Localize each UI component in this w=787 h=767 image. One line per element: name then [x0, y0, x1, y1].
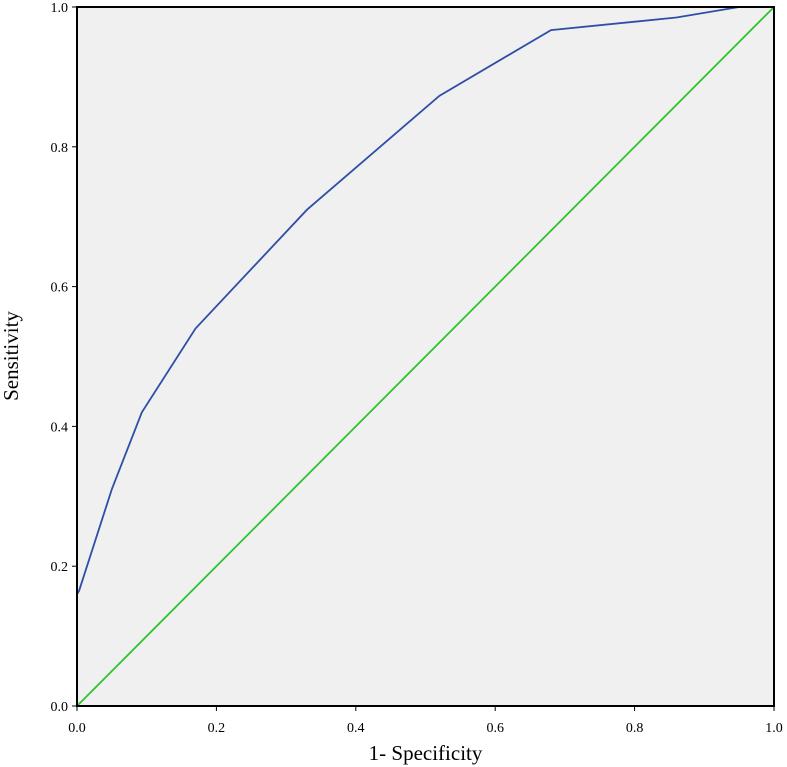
- y-axis-title: Sensitivity: [0, 311, 23, 401]
- y-tick-label: 1.0: [51, 1, 69, 16]
- x-axis: 0.0 0.2 0.4 0.6 0.8 1.0: [68, 706, 783, 736]
- x-tick-label: 0.8: [626, 721, 644, 736]
- x-tick-label: 0.4: [347, 721, 365, 736]
- y-tick-label: 0.2: [51, 560, 69, 575]
- y-axis: 0.0 0.2 0.4 0.6 0.8 1.0: [51, 1, 77, 715]
- x-tick-label: 0.0: [68, 721, 86, 736]
- y-tick-label: 0.8: [51, 141, 69, 156]
- y-tick-label: 0.4: [51, 420, 69, 435]
- series-layer: [76, 6, 775, 707]
- x-tick-label: 0.6: [486, 721, 504, 736]
- roc-curve-line: [76, 6, 774, 706]
- x-tick-label: 0.2: [208, 721, 226, 736]
- y-tick-label: 0.6: [51, 281, 69, 296]
- x-tick-label: 1.0: [765, 721, 783, 736]
- plot-frame: [76, 6, 775, 707]
- reference-diagonal-line: [76, 6, 775, 707]
- y-tick-label: 0.0: [51, 700, 69, 715]
- x-axis-title: 1- Specificity: [369, 741, 483, 765]
